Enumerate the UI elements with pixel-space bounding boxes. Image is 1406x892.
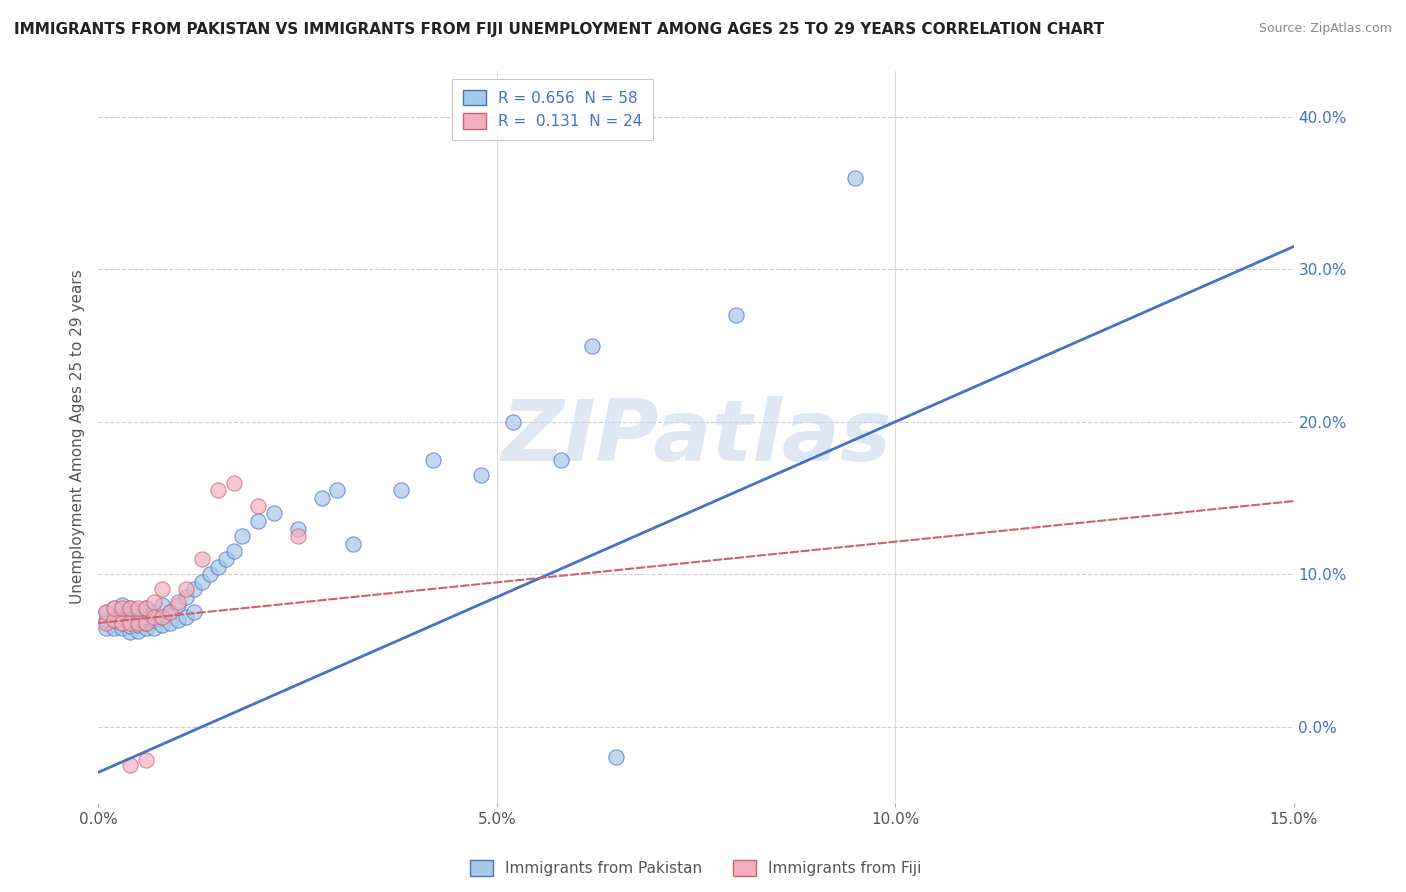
Point	[111, 615, 134, 630]
Point	[135, 610, 157, 624]
Point	[581, 338, 603, 352]
Text: IMMIGRANTS FROM PAKISTAN VS IMMIGRANTS FROM FIJI UNEMPLOYMENT AMONG AGES 25 TO 2: IMMIGRANTS FROM PAKISTAN VS IMMIGRANTS F…	[14, 22, 1104, 37]
Point	[143, 613, 166, 627]
Point	[287, 521, 309, 535]
Point	[111, 615, 134, 630]
Point	[159, 605, 181, 619]
Point	[342, 537, 364, 551]
Point	[103, 613, 125, 627]
Point	[159, 615, 181, 630]
Point	[174, 590, 197, 604]
Text: ZIPatlas: ZIPatlas	[501, 395, 891, 479]
Point	[111, 621, 134, 635]
Point	[135, 621, 157, 635]
Point	[127, 624, 149, 638]
Point	[174, 582, 197, 597]
Point	[143, 605, 166, 619]
Point	[135, 615, 157, 630]
Point	[222, 544, 245, 558]
Point	[287, 529, 309, 543]
Point	[191, 552, 214, 566]
Point	[215, 552, 238, 566]
Point	[183, 582, 205, 597]
Point	[120, 600, 142, 615]
Point	[198, 567, 221, 582]
Point	[470, 468, 492, 483]
Point	[127, 604, 149, 618]
Point	[150, 598, 173, 612]
Point	[135, 600, 157, 615]
Point	[135, 600, 157, 615]
Point	[550, 453, 572, 467]
Point	[103, 600, 125, 615]
Point	[844, 171, 866, 186]
Point	[127, 617, 149, 632]
Point	[605, 750, 627, 764]
Point	[143, 610, 166, 624]
Point	[120, 757, 142, 772]
Legend: Immigrants from Pakistan, Immigrants from Fiji: Immigrants from Pakistan, Immigrants fro…	[464, 855, 928, 882]
Point	[127, 615, 149, 630]
Point	[135, 615, 157, 630]
Text: Source: ZipAtlas.com: Source: ZipAtlas.com	[1258, 22, 1392, 36]
Point	[143, 621, 166, 635]
Point	[120, 619, 142, 633]
Point	[143, 594, 166, 608]
Point	[167, 598, 190, 612]
Point	[120, 615, 142, 630]
Point	[311, 491, 333, 505]
Point	[120, 600, 142, 615]
Point	[96, 605, 118, 619]
Point	[150, 610, 173, 624]
Point	[231, 529, 253, 543]
Point	[326, 483, 349, 498]
Point	[150, 582, 173, 597]
Point	[422, 453, 444, 467]
Point	[167, 613, 190, 627]
Point	[120, 607, 142, 621]
Point	[127, 600, 149, 615]
Point	[174, 610, 197, 624]
Point	[103, 621, 125, 635]
Point	[222, 475, 245, 490]
Point	[191, 574, 214, 589]
Point	[724, 308, 747, 322]
Point	[159, 605, 181, 619]
Point	[111, 598, 134, 612]
Point	[96, 613, 118, 627]
Point	[207, 483, 229, 498]
Point	[389, 483, 412, 498]
Point	[502, 415, 524, 429]
Point	[96, 605, 118, 619]
Point	[135, 753, 157, 767]
Point	[103, 610, 125, 624]
Point	[120, 625, 142, 640]
Point	[207, 559, 229, 574]
Point	[103, 600, 125, 615]
Y-axis label: Unemployment Among Ages 25 to 29 years: Unemployment Among Ages 25 to 29 years	[69, 269, 84, 605]
Point	[120, 613, 142, 627]
Point	[150, 617, 173, 632]
Point	[167, 594, 190, 608]
Point	[183, 605, 205, 619]
Point	[111, 610, 134, 624]
Point	[96, 621, 118, 635]
Point	[127, 611, 149, 625]
Point	[263, 506, 285, 520]
Point	[246, 499, 269, 513]
Point	[103, 613, 125, 627]
Point	[111, 600, 134, 615]
Point	[150, 610, 173, 624]
Point	[96, 615, 118, 630]
Point	[246, 514, 269, 528]
